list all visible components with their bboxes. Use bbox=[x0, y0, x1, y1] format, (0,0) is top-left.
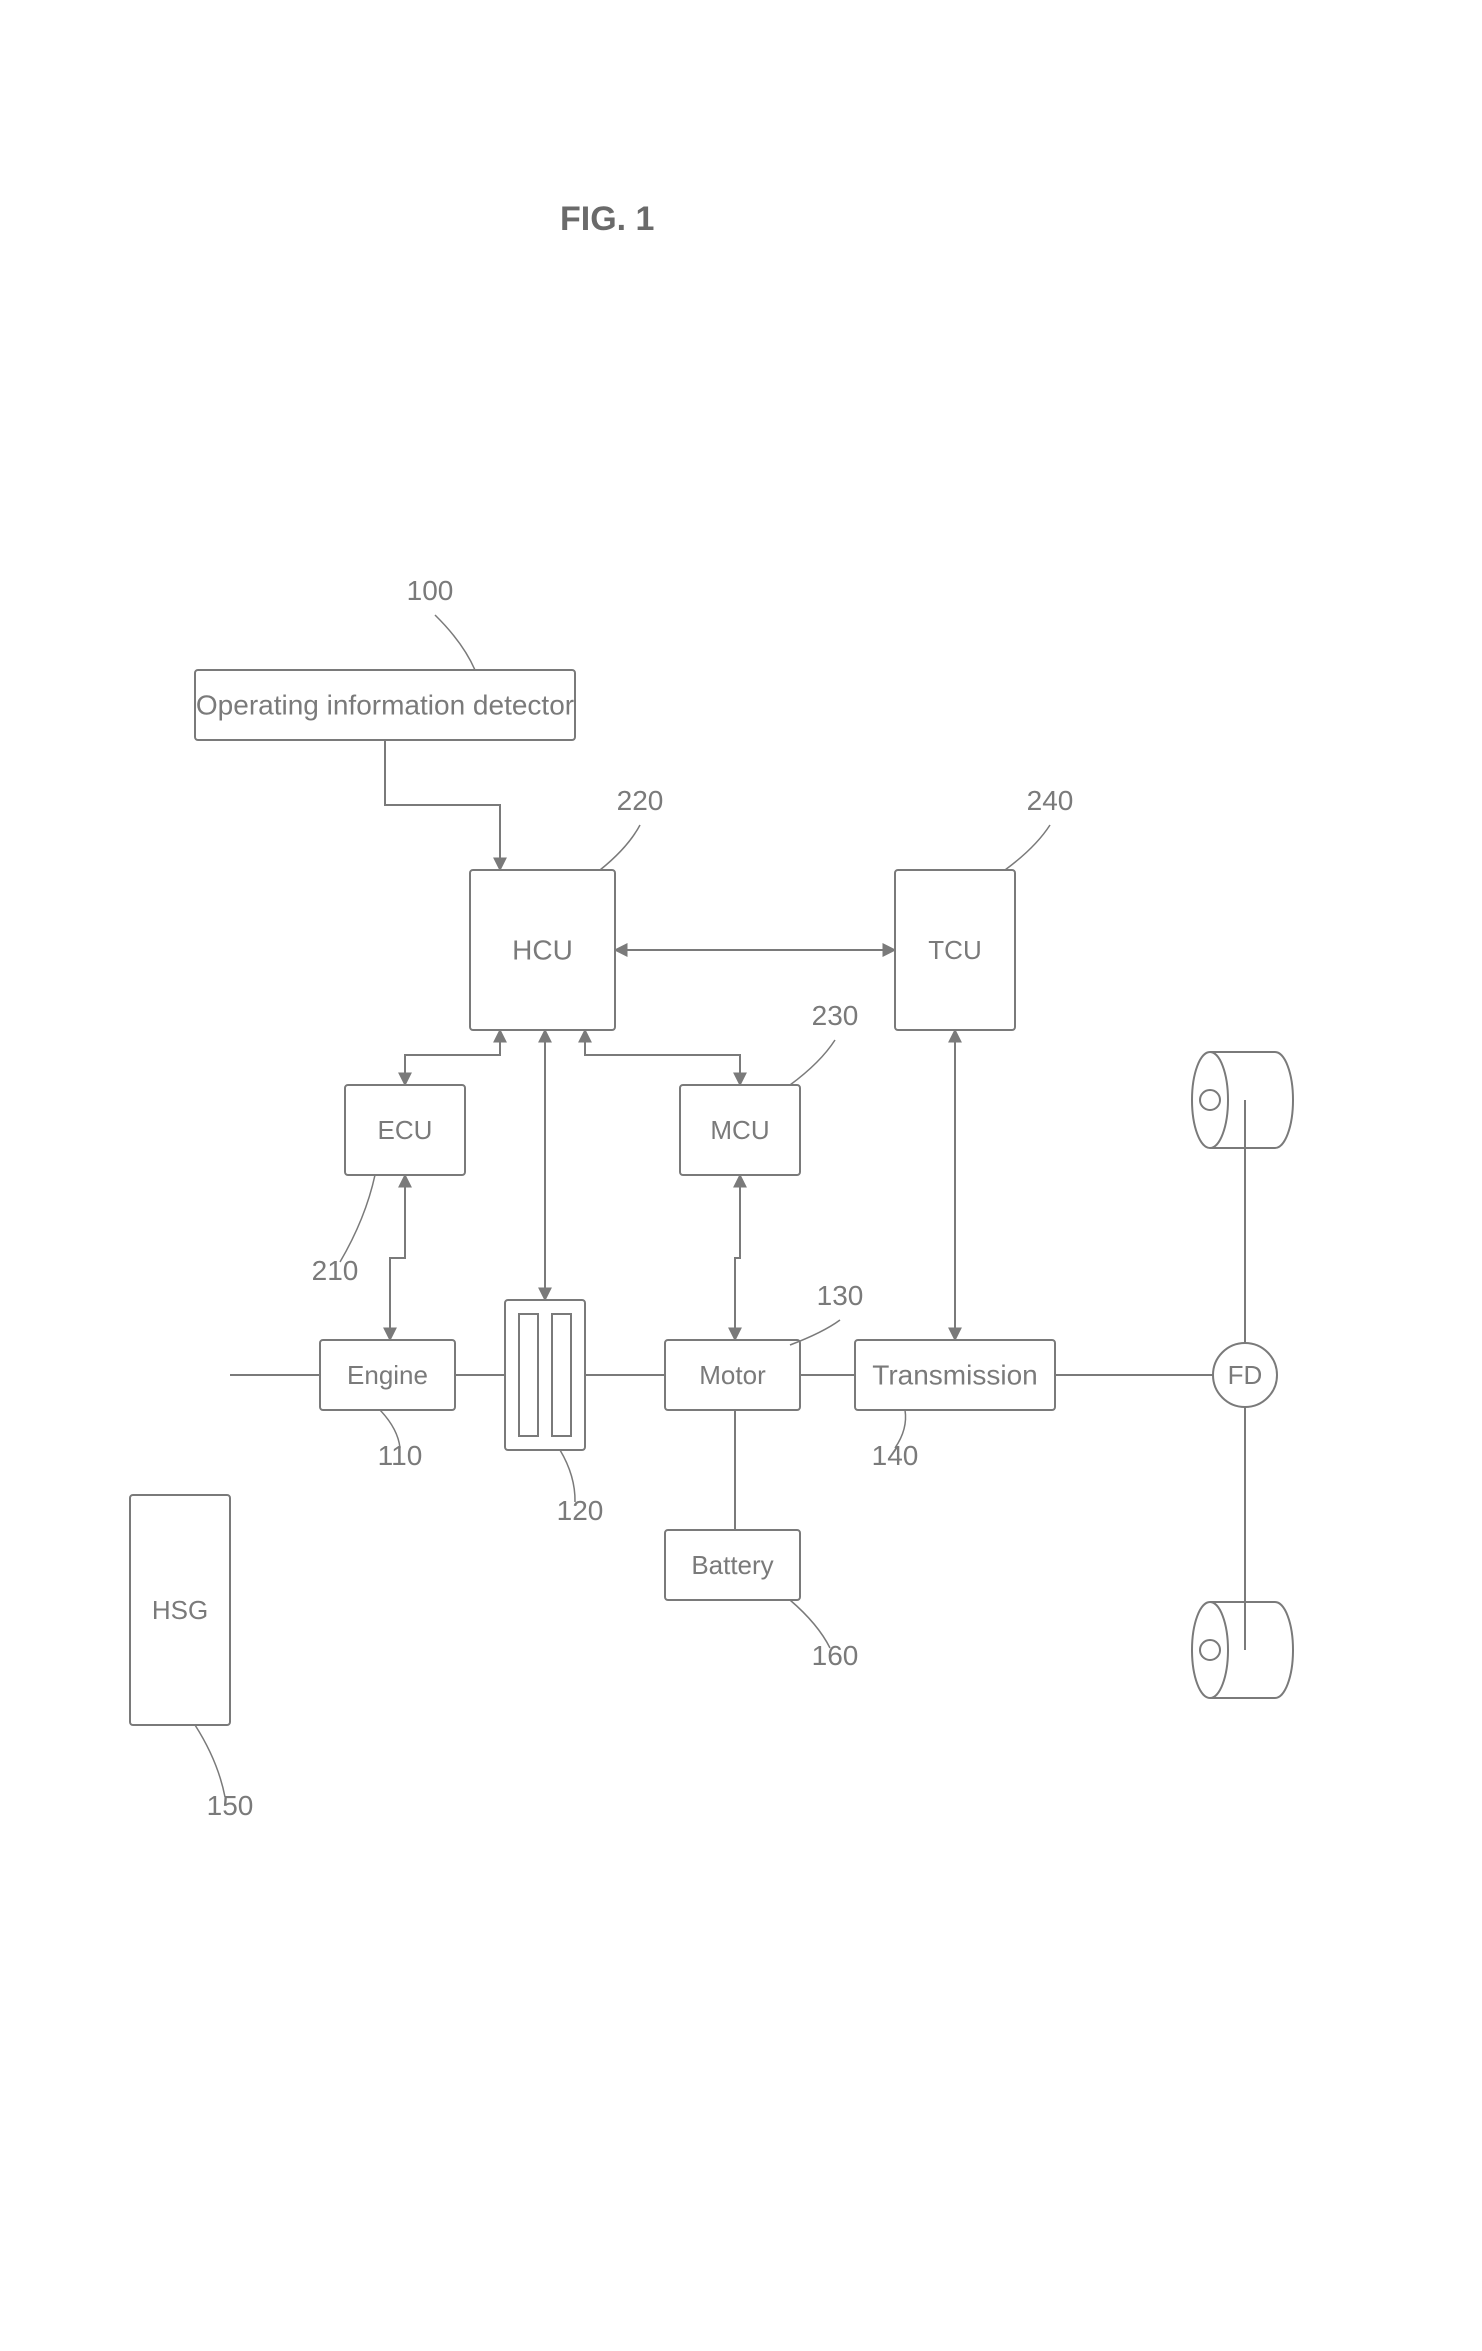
ecu-ref: 210 bbox=[312, 1255, 359, 1286]
edge-hcu-ecu bbox=[405, 1030, 500, 1085]
motor-ref: 130 bbox=[817, 1280, 864, 1311]
hcu-ref: 220 bbox=[617, 785, 664, 816]
tcu-ref: 240 bbox=[1027, 785, 1074, 816]
figure-title: FIG. 1 bbox=[560, 200, 654, 238]
motor-label: Motor bbox=[699, 1360, 766, 1390]
edge-ecu-engine bbox=[390, 1175, 405, 1340]
oid-label: Operating information detector bbox=[196, 689, 574, 720]
ecu-label: ECU bbox=[378, 1115, 433, 1145]
battery-label: Battery bbox=[691, 1550, 773, 1580]
clutch-ref: 120 bbox=[557, 1495, 604, 1526]
diagram-svg: Operating information detector HCU ECU MCU T… bbox=[0, 0, 1482, 2351]
edge-oid-hcu bbox=[385, 740, 500, 870]
diagram-page: Operating information detector HCU ECU MCU T… bbox=[0, 0, 1482, 2351]
transmission-label: Transmission bbox=[872, 1359, 1037, 1390]
transmission-ref: 140 bbox=[872, 1440, 919, 1471]
hsg-ref: 150 bbox=[207, 1790, 254, 1821]
edge-hcu-mcu bbox=[585, 1030, 740, 1085]
clutch-box bbox=[505, 1300, 585, 1450]
hcu-label: HCU bbox=[512, 934, 573, 965]
edge-mcu-motor bbox=[735, 1175, 740, 1340]
mcu-label: MCU bbox=[710, 1115, 769, 1145]
hsg-label: HSG bbox=[152, 1595, 208, 1625]
tcu-label: TCU bbox=[928, 935, 981, 965]
mcu-ref: 230 bbox=[812, 1000, 859, 1031]
engine-label: Engine bbox=[347, 1360, 428, 1390]
fd-label: FD bbox=[1228, 1360, 1263, 1390]
battery-ref: 160 bbox=[812, 1640, 859, 1671]
oid-ref: 100 bbox=[407, 575, 454, 606]
